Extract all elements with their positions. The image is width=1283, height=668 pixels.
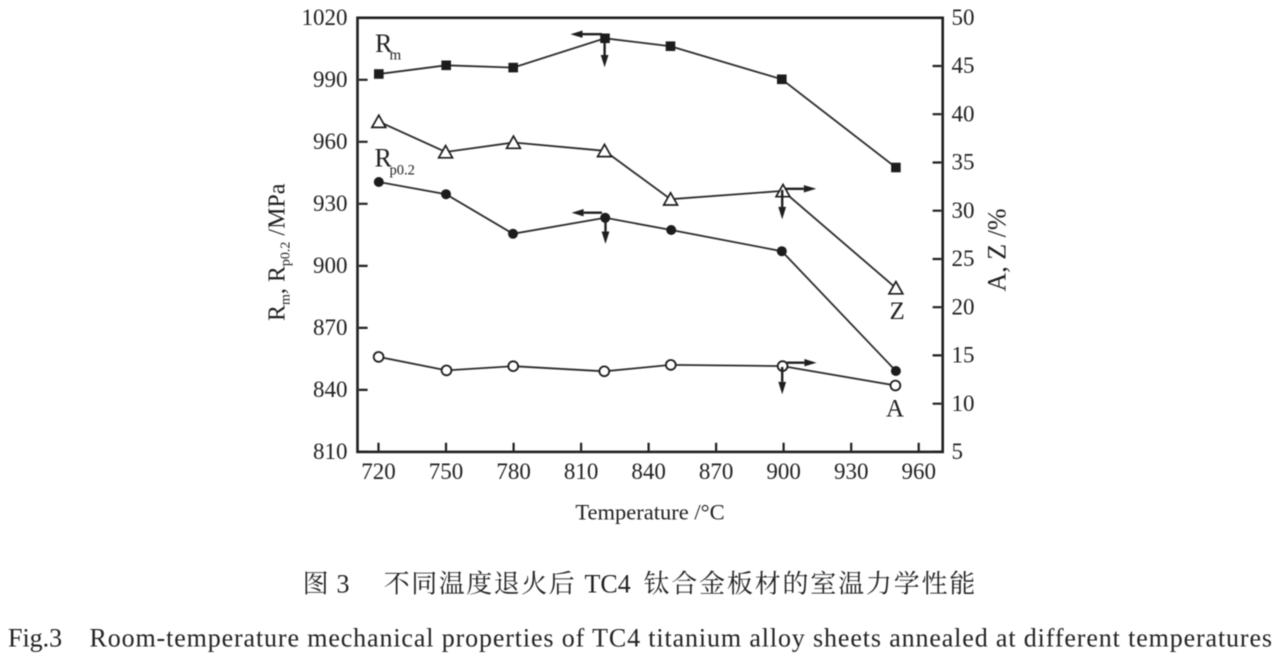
svg-text:720: 720 — [361, 459, 396, 484]
svg-text:20: 20 — [952, 294, 975, 319]
svg-text:3: 3 — [337, 570, 350, 599]
svg-text:750: 750 — [429, 459, 464, 484]
svg-text:m: m — [390, 48, 402, 64]
svg-text:10: 10 — [952, 391, 975, 416]
svg-text:5: 5 — [952, 439, 964, 464]
svg-text:840: 840 — [631, 459, 666, 484]
svg-text:TC4: TC4 — [585, 570, 631, 599]
svg-text:p0.2: p0.2 — [390, 163, 415, 179]
svg-text:990: 990 — [313, 67, 348, 92]
svg-text:Temperature /°C: Temperature /°C — [575, 500, 724, 525]
svg-text:45: 45 — [952, 53, 975, 78]
svg-text:840: 840 — [313, 377, 348, 402]
svg-text:810: 810 — [564, 459, 599, 484]
svg-text:25: 25 — [952, 246, 975, 271]
svg-text:900: 900 — [313, 253, 348, 278]
svg-text:15: 15 — [952, 343, 975, 368]
svg-text:35: 35 — [952, 150, 975, 175]
svg-text:A: A — [886, 396, 904, 423]
svg-text:Z: Z — [890, 298, 905, 325]
svg-text:R: R — [375, 29, 393, 58]
svg-text:870: 870 — [313, 315, 348, 340]
svg-text:930: 930 — [313, 191, 348, 216]
svg-text:Room-temperature mechanical pr: Room-temperature mechanical properties o… — [90, 624, 1273, 653]
svg-text:900: 900 — [766, 459, 801, 484]
svg-text:50: 50 — [952, 5, 975, 30]
svg-text:40: 40 — [952, 101, 975, 126]
svg-text:R: R — [375, 144, 393, 173]
svg-text:960: 960 — [313, 129, 348, 154]
svg-text:1020: 1020 — [302, 5, 348, 30]
svg-text:870: 870 — [699, 459, 734, 484]
svg-text:960: 960 — [901, 459, 936, 484]
svg-text:A, Z /%: A, Z /% — [983, 208, 1012, 291]
svg-text:930: 930 — [834, 459, 869, 484]
svg-text:810: 810 — [313, 439, 348, 464]
svg-text:780: 780 — [496, 459, 531, 484]
svg-text:Rm, Rp0.2 /MPa: Rm, Rp0.2 /MPa — [265, 183, 294, 321]
svg-text:Fig.3: Fig.3 — [8, 624, 62, 653]
svg-text:30: 30 — [952, 198, 975, 223]
